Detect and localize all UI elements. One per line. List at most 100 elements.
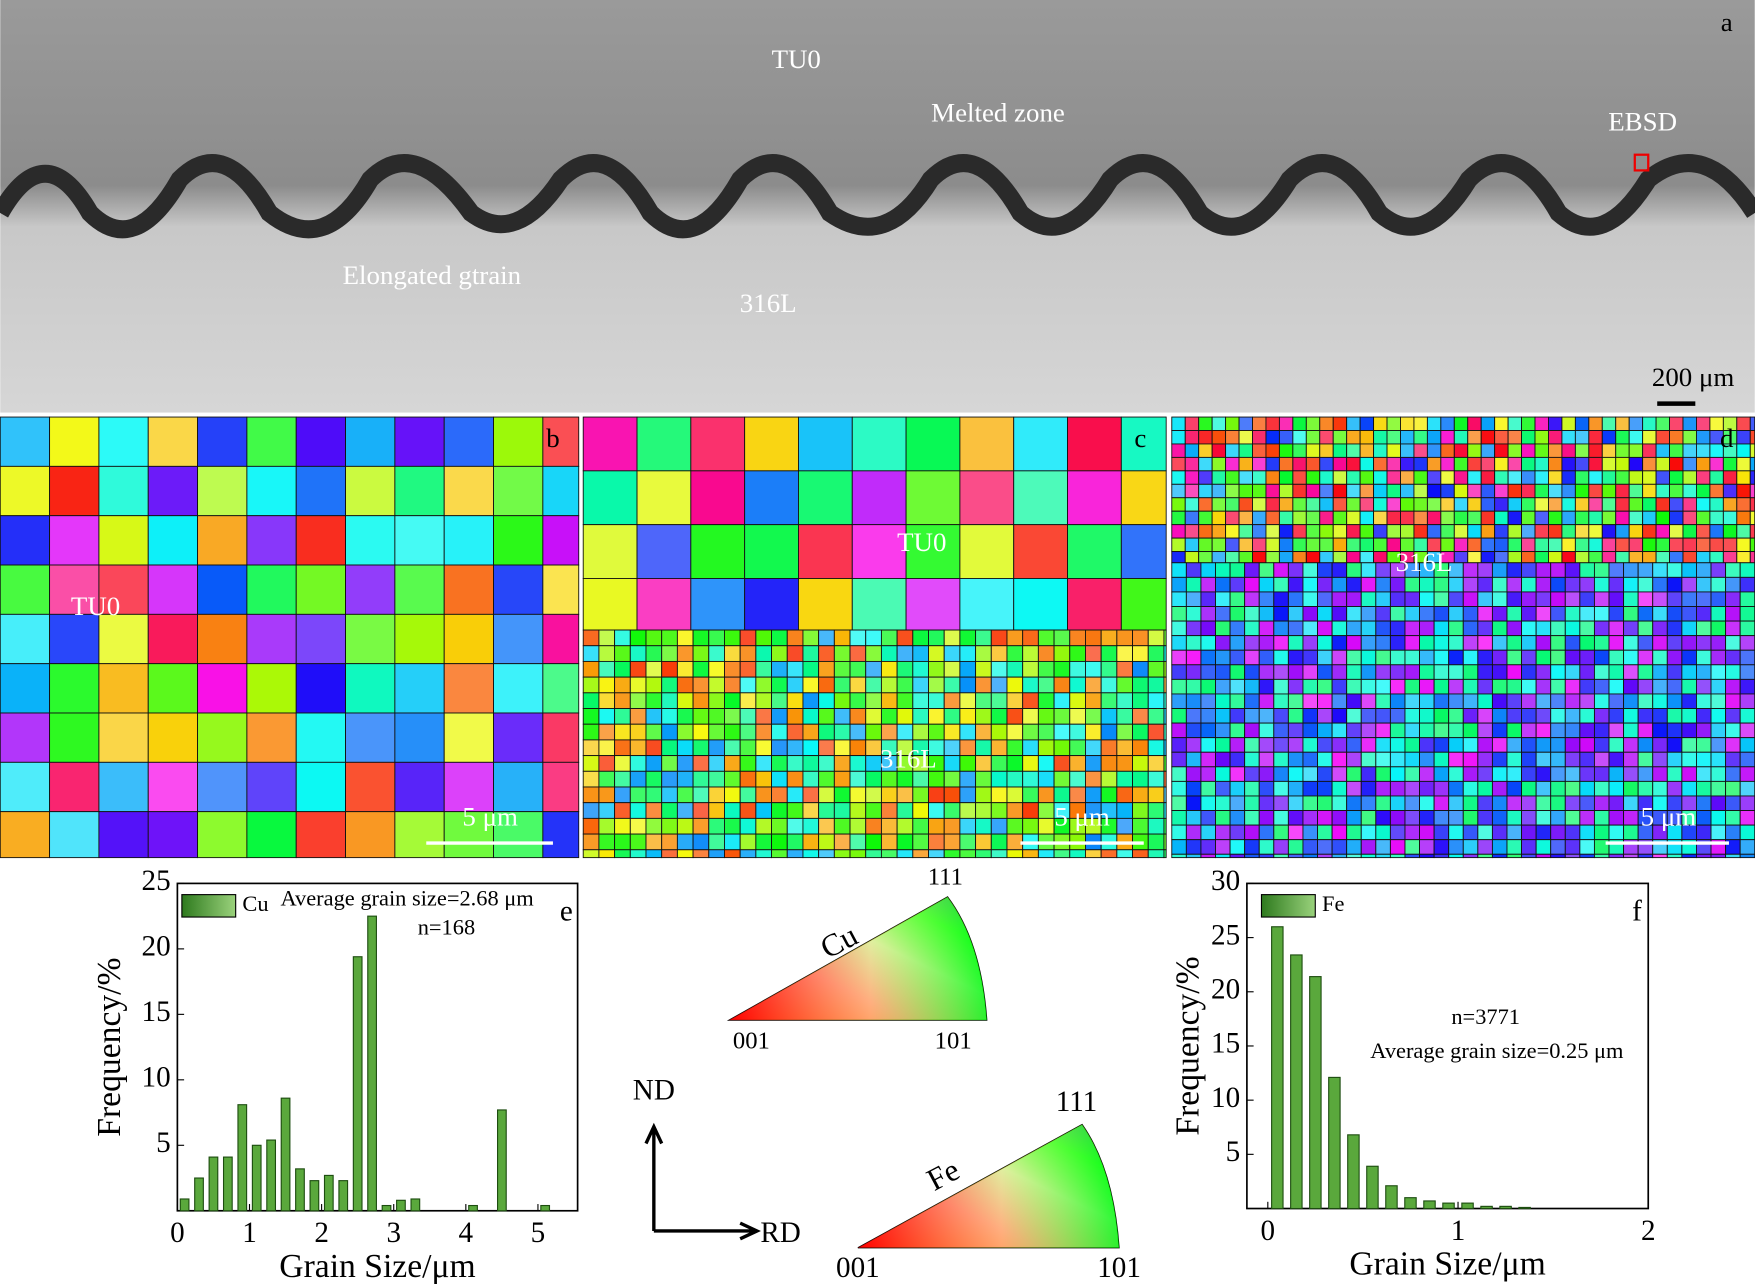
grain [1506,693,1523,709]
grain [1375,620,1391,637]
grain [582,833,600,851]
grain [614,723,631,741]
grain [1739,810,1755,826]
grain [1185,766,1202,782]
grain [1229,708,1246,724]
grain [1305,524,1321,539]
grain [1749,456,1755,472]
grain [1171,766,1187,782]
grain [1601,430,1617,445]
grain [49,613,100,665]
grain [1053,739,1071,757]
grain [1359,537,1375,553]
grain [1739,795,1755,811]
grain [1477,795,1493,811]
grain [1623,780,1639,797]
grain [1147,723,1165,741]
grain [1147,676,1165,694]
grain [1467,443,1482,458]
grain [1535,853,1552,859]
grain [1319,443,1334,458]
grain [905,416,961,472]
grain [1273,839,1289,855]
grain [1332,483,1348,499]
grain [1696,497,1711,512]
bar [295,1168,305,1212]
y-tick-label: 25 [142,865,171,897]
grain [880,723,898,741]
grain [692,755,710,772]
grain [739,692,757,709]
grain [1666,620,1683,637]
grain [1389,795,1406,811]
grain [1319,456,1334,472]
grain [990,817,1008,835]
grain [1287,708,1304,724]
panel-a: TU0 Melted zone EBSD Elongated gtrain 31… [0,0,1755,413]
grain [582,849,600,859]
grain [1696,430,1711,445]
grain [1433,737,1450,753]
grain [1419,722,1435,739]
grain [1319,470,1334,485]
grain [912,723,929,741]
grain [1147,739,1165,757]
grain [1628,510,1644,526]
grain [1319,483,1334,499]
grain [1389,620,1406,637]
grain [896,629,914,647]
grain [1710,824,1727,841]
grain [1453,537,1469,553]
grain [692,802,710,819]
grain [818,833,835,851]
grain [1666,562,1683,578]
grain [1642,470,1657,485]
grain [1453,430,1469,445]
grain [1491,620,1508,637]
grain [661,739,678,757]
grain [1521,443,1536,458]
grain [1404,576,1420,593]
grain [1171,664,1187,680]
grain [912,629,929,647]
grain [1480,443,1496,458]
grain [1588,456,1603,472]
grain [1163,708,1167,725]
grain [1477,562,1493,578]
grain [865,660,882,678]
grain [1120,470,1167,526]
grain [1163,770,1167,788]
grain [0,761,51,813]
grain [345,416,396,467]
bar [208,1156,219,1212]
grain [1739,649,1755,666]
grain [1534,416,1549,431]
grain [959,660,977,678]
grain [1085,755,1102,772]
grain [1185,722,1202,739]
grain [849,629,867,647]
bar [1309,976,1322,1210]
grain [739,802,757,819]
grain [1579,708,1595,724]
grain [1287,606,1304,622]
grain [1433,649,1450,666]
grain [1433,853,1450,859]
grain [1696,620,1712,637]
grain [1302,693,1318,709]
grain [1433,678,1450,695]
grain [1171,537,1186,553]
grain [1709,470,1724,485]
y-tick-label: 15 [1211,1028,1240,1060]
grain [1419,766,1435,782]
grain [1462,708,1479,724]
grain [629,802,647,819]
grain [896,708,914,725]
grain [1507,416,1523,431]
grain [147,712,199,763]
grain [739,723,757,741]
grain [1655,416,1670,431]
grain [1669,443,1684,458]
grain [1615,430,1630,445]
legend-swatch [1260,894,1316,918]
